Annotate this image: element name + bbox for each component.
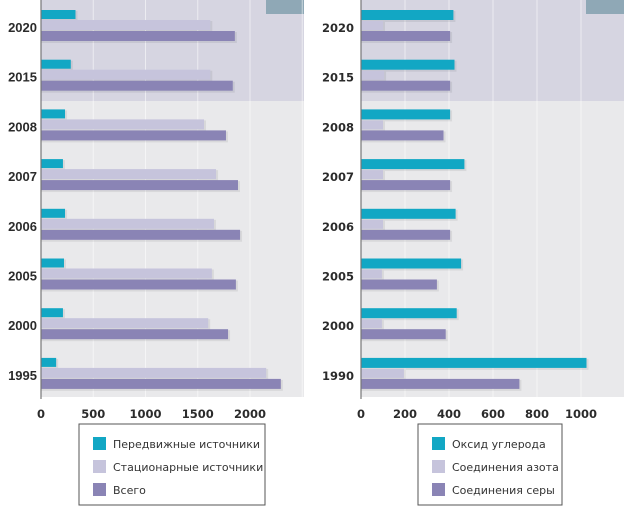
category-label: 2015 [322,71,354,85]
bar-1-1995 [41,357,57,367]
legend-swatch [432,460,445,473]
x-tick-label: 400 [437,407,461,421]
bar-1-2020 [361,10,454,20]
x-tick-label: 600 [481,407,505,421]
legend-swatch [432,437,445,450]
bar-3-2020 [41,31,235,41]
bar-2-2015 [41,69,211,80]
bar-3-2000 [41,329,229,340]
category-label: 2008 [322,120,354,134]
category-label: 2006 [8,219,37,234]
legend-label: Соединения серы [452,484,555,497]
bar-3-2015 [361,80,451,91]
bar-1-2006 [361,208,456,219]
x-tick-label: 1000 [129,407,161,421]
bar-1-2000 [361,308,457,319]
bar-1-2006 [41,208,66,218]
bar-3-2006 [41,229,241,240]
bar-2-2006 [41,218,214,229]
category-label: 2005 [322,270,354,284]
bar-3-1995 [41,378,281,389]
bar-1-2000 [41,308,63,318]
x-tick-label: 0 [357,407,365,421]
category-label: 2005 [8,269,37,284]
bar-3-2007 [361,180,451,191]
category-label: 2015 [8,70,37,85]
category-label: 1995 [8,368,37,383]
bar-3-2008 [361,130,444,141]
bar-3-1990 [361,378,520,389]
category-label: 2007 [8,169,37,184]
legend: Передвижные источники Стационарные источн… [78,423,266,506]
corner-block [266,0,304,14]
legend-label: Соединения азота [452,461,559,474]
bar-3-2005 [41,279,236,290]
bar-2-2015 [361,70,385,80]
bar-2-2006 [361,219,383,229]
bar-3-2000 [361,329,446,340]
bar-2-2008 [41,119,205,130]
bar-2-1990 [361,368,404,378]
legend-box [78,423,266,506]
bar-2-2020 [361,21,383,30]
bar-1-2008 [361,109,451,120]
bar-2-2005 [361,269,382,279]
x-tick-label: 0 [37,407,45,421]
bar-3-2007 [41,180,238,191]
x-tick-label: 200 [393,407,417,421]
bar-1-2005 [41,258,64,268]
bar-1-2020 [41,10,76,19]
bar-1-2007 [41,159,63,169]
bar-3-2006 [361,229,451,240]
category-label: 2007 [322,170,354,184]
bar-2-2007 [41,169,217,180]
category-label: 1990 [322,369,354,383]
bar-2-2008 [361,120,383,130]
bar-1-2008 [41,109,66,119]
legend-swatch [93,460,106,473]
x-tick-label: 800 [525,407,549,421]
x-tick-label: 500 [81,407,105,421]
category-label: 2020 [8,20,37,35]
corner-block [586,0,624,14]
category-label: 2006 [322,220,354,234]
bar-2-1995 [41,367,267,378]
category-label: 2020 [322,21,354,35]
bar-3-2015 [41,80,233,91]
chart-left: 2020 2015 2008 2007 2006 2005 2000 1995 0 500 1000… [8,0,304,506]
chart-right: 2020 2015 2008 2007 2006 2005 2000 1990 0 200 400 6… [322,0,624,506]
x-tick-label: 1000 [565,407,597,421]
legend-label: Передвижные источники [113,438,260,451]
bar-2-2007 [361,170,383,180]
legend: Оксид углерода Соединения азота Соединения… [417,423,563,506]
bar-1-1990 [361,357,587,368]
x-tick-label: 2000 [234,407,266,421]
bar-3-2020 [361,31,451,41]
category-label: 2000 [322,319,354,333]
legend-swatch [432,483,445,496]
legend-label: Всего [113,484,146,497]
bar-2-2000 [41,318,209,329]
legend-swatch [93,437,106,450]
bar-1-2015 [41,59,71,69]
legend-label: Оксид углерода [452,438,546,451]
legend-swatch [93,483,106,496]
legend-label: Стационарные источники [113,461,263,474]
bar-2-2000 [361,319,382,329]
bar-2-2005 [41,268,212,279]
bar-1-2015 [361,59,455,70]
bar-1-2005 [361,258,462,269]
x-tick-label: 1500 [182,407,214,421]
bar-3-2005 [361,279,437,290]
category-label: 2000 [8,318,37,333]
bar-2-2020 [41,20,211,30]
category-label: 2008 [8,119,37,134]
bar-3-2008 [41,130,226,141]
bar-1-2007 [361,159,465,170]
